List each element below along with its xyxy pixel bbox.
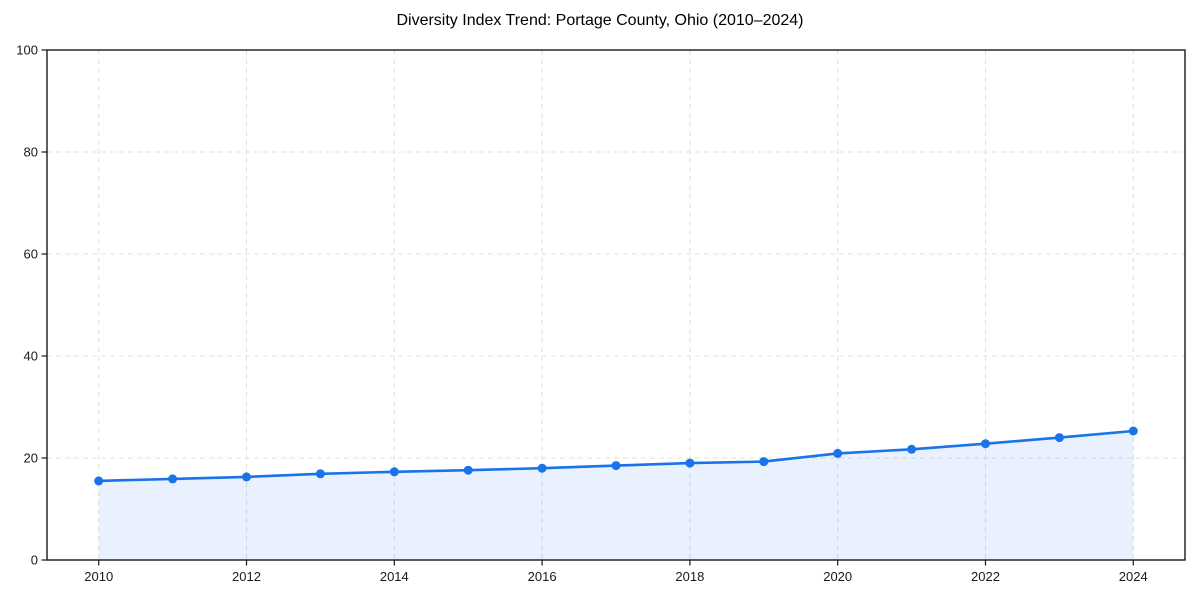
x-tick-label: 2024 — [1119, 569, 1148, 584]
x-tick-label: 2018 — [675, 569, 704, 584]
chart-title: Diversity Index Trend: Portage County, O… — [396, 12, 804, 29]
data-point-marker — [463, 465, 473, 475]
data-point-marker — [981, 439, 990, 449]
y-tick-label: 40 — [24, 349, 38, 364]
x-tick-label: 2022 — [971, 569, 1000, 584]
data-point-marker — [94, 476, 104, 486]
x-tick-label: 2012 — [232, 569, 261, 584]
data-point-marker — [1128, 426, 1138, 436]
x-tick-label: 2020 — [823, 569, 852, 584]
data-points — [94, 426, 1138, 486]
x-tick-label: 2014 — [380, 569, 409, 584]
y-tick-label: 100 — [16, 43, 38, 58]
y-tick-label: 80 — [24, 145, 38, 160]
data-point-marker — [537, 463, 547, 473]
y-tick-label: 60 — [24, 247, 38, 262]
y-tick-label: 20 — [24, 451, 38, 466]
axis-tick-labels: 2010 2012 2014 2016 2018 2020 2022 2024 0 20 40 60 8… — [16, 43, 1147, 585]
plot-border — [46, 49, 1186, 561]
data-point-marker — [389, 467, 399, 477]
data-point-marker — [759, 457, 769, 467]
data-point-marker — [833, 448, 843, 458]
data-point-marker — [242, 472, 251, 482]
x-tick-label: 2016 — [528, 569, 557, 584]
axis-ticks — [41, 49, 1134, 566]
data-point-marker — [685, 458, 695, 468]
data-point-marker — [1054, 433, 1064, 443]
data-point-marker — [168, 474, 178, 484]
data-point-marker — [315, 469, 325, 479]
data-point-marker — [907, 444, 917, 454]
area-fill — [98, 431, 1134, 560]
data-point-marker — [611, 461, 621, 471]
y-tick-label: 0 — [31, 553, 38, 568]
x-tick-label: 2010 — [84, 569, 113, 584]
